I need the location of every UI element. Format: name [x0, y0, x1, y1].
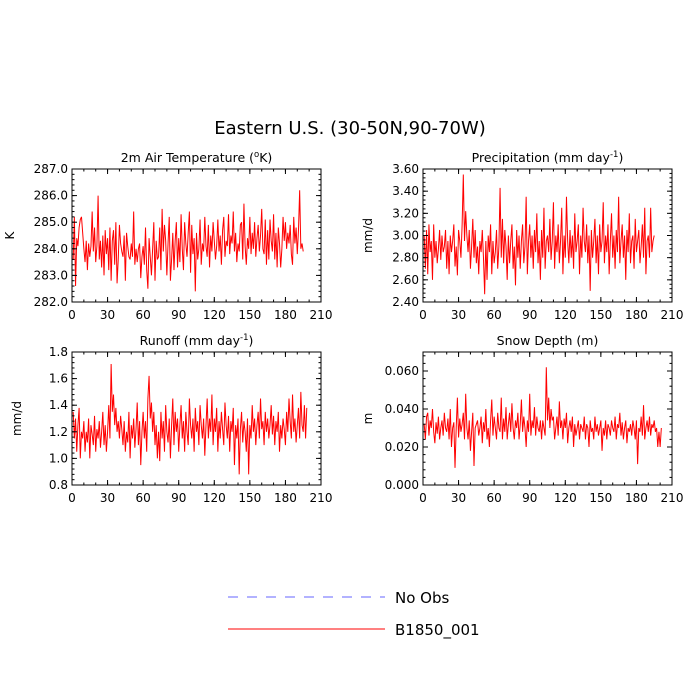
y-axis-label-air-temperature: K: [3, 230, 17, 239]
legend-label-b1850-001: B1850_001: [395, 621, 480, 640]
legend: No Obs B1850_001: [228, 589, 480, 640]
plot-frame-runoff: [71, 351, 322, 486]
y-tick-label-precipitation: 2.40: [392, 295, 419, 309]
x-tick-label-runoff: 30: [100, 491, 115, 505]
y-tick-label-precipitation: 2.60: [392, 273, 419, 287]
legend-label-no-obs: No Obs: [395, 589, 449, 607]
x-tick-label-snow-depth: 0: [419, 491, 427, 505]
x-tick-label-runoff: 180: [274, 491, 297, 505]
y-tick-label-runoff: 1.4: [49, 398, 68, 412]
plot-frame-air-temperature: [71, 168, 322, 303]
x-tick-label-runoff: 150: [238, 491, 261, 505]
x-tick-label-air-temperature: 0: [68, 308, 76, 322]
y-tick-label-precipitation: 3.40: [392, 184, 419, 198]
y-axis-label-snow-depth: m: [361, 413, 375, 425]
x-tick-label-precipitation: 60: [487, 308, 502, 322]
y-tick-label-runoff: 1.6: [49, 372, 68, 386]
y-tick-label-air-temperature: 285.0: [34, 215, 68, 229]
y-tick-label-precipitation: 3.00: [392, 229, 419, 243]
x-tick-label-precipitation: 210: [661, 308, 684, 322]
x-tick-label-air-temperature: 90: [171, 308, 186, 322]
x-tick-label-precipitation: 150: [589, 308, 612, 322]
y-tick-label-runoff: 1.0: [49, 451, 68, 465]
x-tick-label-precipitation: 180: [625, 308, 648, 322]
panel-title-snow-depth: Snow Depth (m): [497, 333, 599, 348]
y-tick-label-air-temperature: 287.0: [34, 162, 68, 176]
series-line-runoff: [72, 363, 308, 475]
x-tick-label-snow-depth: 150: [589, 491, 612, 505]
panel-title-precipitation: Precipitation (mm day-1): [472, 150, 624, 165]
y-tick-label-snow-depth: 0.060: [385, 364, 419, 378]
panel-precipitation: 0 30 60 90 120 150 180 210 2.40 2.60 2.80 3.00 3.20 3…: [361, 150, 683, 322]
plot-frame-snow-depth: [422, 351, 673, 486]
x-tick-label-snow-depth: 90: [522, 491, 537, 505]
x-tick-label-runoff: 120: [203, 491, 226, 505]
x-tick-label-runoff: 210: [310, 491, 333, 505]
x-tick-label-precipitation: 90: [522, 308, 537, 322]
x-tick-label-snow-depth: 180: [625, 491, 648, 505]
x-tick-label-runoff: 90: [171, 491, 186, 505]
x-tick-label-runoff: 0: [68, 491, 76, 505]
x-tick-label-air-temperature: 210: [310, 308, 333, 322]
x-tick-label-air-temperature: 120: [203, 308, 226, 322]
y-tick-label-precipitation: 3.60: [392, 162, 419, 176]
x-tick-label-air-temperature: 180: [274, 308, 297, 322]
panel-snow-depth: 0 30 60 90 120 150 180 210 0.000 0.020 0.040 0.060 m…: [361, 333, 683, 505]
x-tick-label-air-temperature: 60: [136, 308, 151, 322]
y-tick-label-precipitation: 2.80: [392, 251, 419, 265]
y-tick-label-air-temperature: 284.0: [34, 242, 68, 256]
x-tick-label-runoff: 60: [136, 491, 151, 505]
y-tick-label-precipitation: 3.20: [392, 206, 419, 220]
panel-title-air-temperature: 2m Air Temperature (oK): [121, 150, 273, 165]
x-tick-label-snow-depth: 120: [554, 491, 577, 505]
series-line-snow-depth: [423, 367, 662, 468]
panel-air-temperature: 0 30 60 90 120 150 180 210 282.0 283.0 284.0 285.0 2…: [3, 150, 332, 322]
x-tick-label-snow-depth: 210: [661, 491, 684, 505]
y-axis-label-runoff: mm/d: [10, 401, 24, 436]
y-tick-label-runoff: 0.8: [49, 478, 68, 492]
y-tick-label-snow-depth: 0.040: [385, 402, 419, 416]
figure-title: Eastern U.S. (30-50N,90-70W): [214, 118, 486, 139]
x-tick-label-snow-depth: 60: [487, 491, 502, 505]
x-tick-label-precipitation: 30: [451, 308, 466, 322]
y-tick-label-runoff: 1.2: [49, 425, 68, 439]
y-axis-label-precipitation: mm/d: [361, 218, 375, 253]
y-tick-label-runoff: 1.8: [49, 345, 68, 359]
x-tick-label-air-temperature: 30: [100, 308, 115, 322]
panel-runoff: 0 30 60 90 120 150 180 210 0.8 1.0 1.2 1.4 1.6 1.8 mm/…: [10, 333, 332, 505]
x-tick-label-precipitation: 0: [419, 308, 427, 322]
y-tick-label-air-temperature: 283.0: [34, 268, 68, 282]
x-tick-label-precipitation: 120: [554, 308, 577, 322]
y-tick-label-snow-depth: 0.000: [385, 478, 419, 492]
x-tick-label-snow-depth: 30: [451, 491, 466, 505]
series-line-air-temperature: [72, 190, 304, 292]
series-line-precipitation: [423, 174, 655, 295]
panel-title-runoff: Runoff (mm day-1): [140, 333, 254, 348]
y-tick-label-air-temperature: 286.0: [34, 189, 68, 203]
x-tick-label-air-temperature: 150: [238, 308, 261, 322]
y-tick-label-snow-depth: 0.020: [385, 440, 419, 454]
y-tick-label-air-temperature: 282.0: [34, 295, 68, 309]
